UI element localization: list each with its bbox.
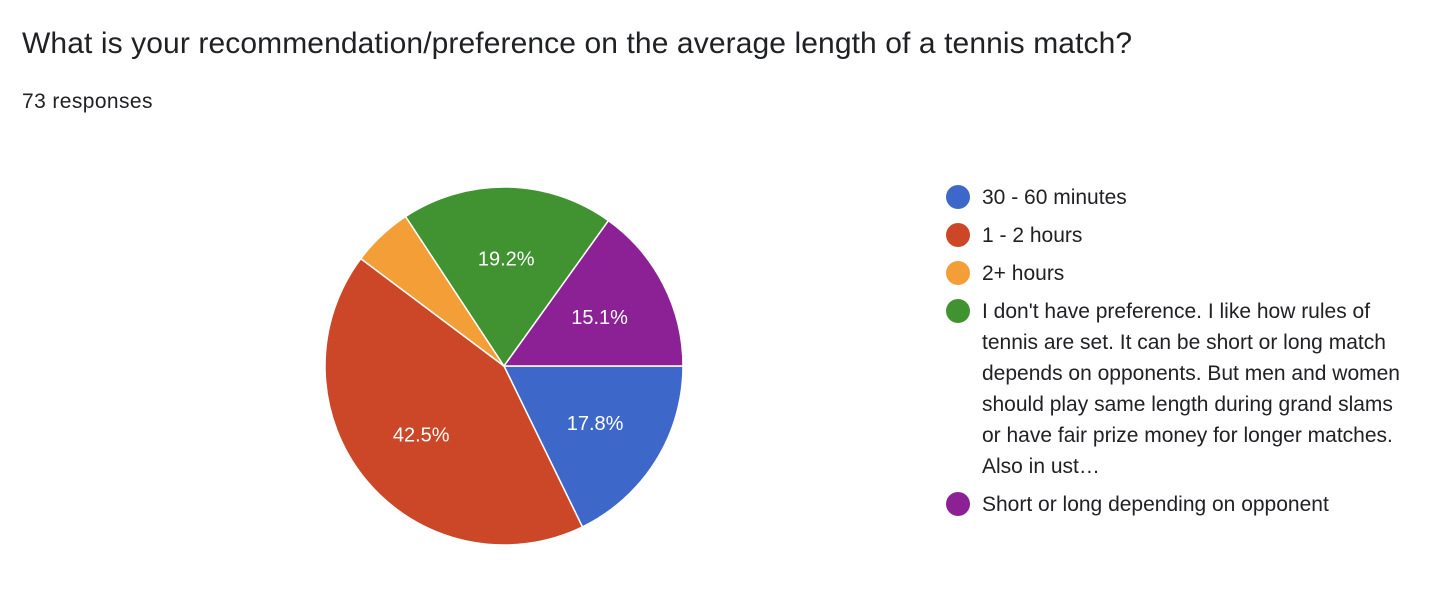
- legend-swatch: [946, 223, 970, 247]
- pie-slice-no-preference[interactable]: [404, 186, 610, 368]
- response-count: 73 responses: [22, 90, 153, 113]
- legend-label: Short or long depending on opponent: [982, 493, 1329, 516]
- pie-slice-short-or-long[interactable]: [502, 219, 684, 367]
- legend-item-short-or-long[interactable]: Short or long depending on opponent: [946, 489, 1416, 520]
- legend-label: 1 - 2 hours: [982, 224, 1083, 247]
- legend-swatch: [946, 185, 970, 209]
- pie-slice-1-2-hours[interactable]: [324, 257, 584, 546]
- legend-item-30-60-minutes[interactable]: 30 - 60 minutes: [946, 182, 1416, 213]
- legend-item-no-preference[interactable]: I don't have preference. I like how rule…: [946, 296, 1416, 482]
- legend-swatch: [946, 261, 970, 285]
- pie-label-no-preference: 19.2%: [478, 249, 535, 271]
- legend-label: 30 - 60 minutes: [982, 186, 1127, 209]
- chart-legend: 30 - 60 minutes 1 - 2 hours 2+ hours I d…: [946, 182, 1416, 527]
- pie-label-1-2-hours: 42.5%: [393, 424, 450, 446]
- question-title: What is your recommendation/preference o…: [22, 27, 1133, 60]
- legend-label: I don't have preference. I like how rule…: [982, 300, 1400, 478]
- legend-swatch: [946, 492, 970, 516]
- legend-item-1-2-hours[interactable]: 1 - 2 hours: [946, 220, 1416, 251]
- pie-label-30-60-minutes: 17.8%: [567, 413, 624, 435]
- pie-slice-30-60-minutes[interactable]: [502, 365, 684, 528]
- pie-label-short-or-long: 15.1%: [571, 307, 628, 329]
- legend-item-2-plus-hours[interactable]: 2+ hours: [946, 258, 1416, 289]
- legend-swatch: [946, 299, 970, 323]
- legend-label: 2+ hours: [982, 262, 1065, 285]
